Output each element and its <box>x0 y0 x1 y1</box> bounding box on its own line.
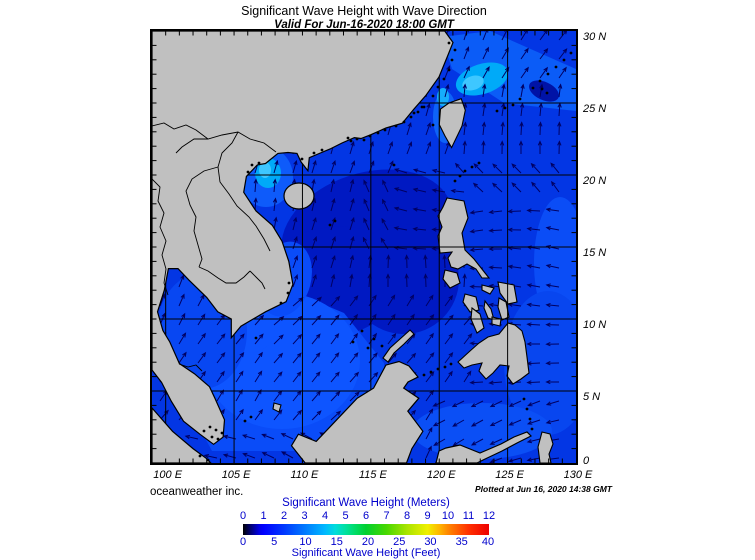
meters-tick-2: 2 <box>280 510 288 522</box>
oceanweather-credit: oceanweather inc. <box>150 486 244 498</box>
feet-tick-30: 30 <box>424 536 437 548</box>
map-subtitle: Valid For Jun-16-2020 18:00 GMT <box>274 19 454 31</box>
island <box>470 306 485 334</box>
meters-tick-3: 3 <box>301 510 308 522</box>
feet-tick-15: 15 <box>330 536 343 548</box>
lon-label-130E: 130 E <box>563 469 593 481</box>
feet-tick-25: 25 <box>393 536 406 548</box>
feet-tick-40: 40 <box>481 536 495 548</box>
wave-height-colorbar <box>243 524 489 535</box>
island-hainan <box>283 182 315 210</box>
lon-label-115E: 115 E <box>358 469 387 481</box>
meters-tick-12: 12 <box>482 510 496 522</box>
landmass-sulawesi <box>435 431 533 464</box>
feet-tick-5: 5 <box>271 536 278 548</box>
lon-label-110E: 110 E <box>290 469 319 481</box>
meters-tick-6: 6 <box>362 510 370 522</box>
meters-tick-7: 7 <box>383 510 390 522</box>
feet-tick-20: 20 <box>361 536 375 548</box>
wave-height-shading <box>157 31 592 459</box>
feet-tick-0: 0 <box>239 536 247 548</box>
lat-label-10N: 10 N <box>583 319 607 331</box>
map-canvas <box>146 26 592 466</box>
plotted-timestamp: Plotted at Jun 16, 2020 14:38 GMT <box>475 484 612 494</box>
lon-label-120E: 120 E <box>426 469 456 481</box>
meters-tick-5: 5 <box>342 510 349 522</box>
map-frame <box>146 26 592 466</box>
island <box>437 197 491 279</box>
island <box>537 431 554 464</box>
meters-tick-9: 9 <box>424 510 431 522</box>
lat-label-30N: 30 N <box>583 31 607 43</box>
meters-tick-8: 8 <box>403 510 411 522</box>
lat-label-0: 0 <box>583 455 590 467</box>
degree-ticks <box>152 31 576 463</box>
meters-tick-4: 4 <box>321 510 329 522</box>
legend-meters-label: Significant Wave Height (Meters) <box>282 497 450 509</box>
lon-label-125E: 125 E <box>495 469 524 481</box>
island <box>382 329 415 363</box>
island <box>438 98 466 149</box>
country-borders <box>151 122 277 372</box>
small-island-dots <box>198 41 573 462</box>
island <box>272 402 282 413</box>
feet-tick-10: 10 <box>299 536 312 548</box>
legend-feet-label: Significant Wave Height (Feet) <box>291 547 441 559</box>
graticule <box>152 31 576 463</box>
lon-label-105E: 105 E <box>221 469 251 481</box>
feet-tick-35: 35 <box>455 536 468 548</box>
island <box>491 316 502 327</box>
meters-tick-0: 0 <box>239 510 247 522</box>
landmass-borneo <box>290 360 424 464</box>
island <box>457 322 530 385</box>
meters-tick-1: 1 <box>260 510 267 522</box>
island <box>481 284 495 295</box>
lat-label-25N: 25 N <box>583 103 607 115</box>
lat-label-20N: 20 N <box>583 175 607 187</box>
map-title: Significant Wave Height with Wave Direct… <box>241 4 487 18</box>
lat-label-5N: 5 N <box>583 391 601 403</box>
island <box>442 269 461 289</box>
lon-label-100E: 100 E <box>153 469 183 481</box>
meters-tick-11: 11 <box>462 510 475 522</box>
meters-tick-10: 10 <box>441 510 455 522</box>
lat-label-15N: 15 N <box>583 247 607 259</box>
